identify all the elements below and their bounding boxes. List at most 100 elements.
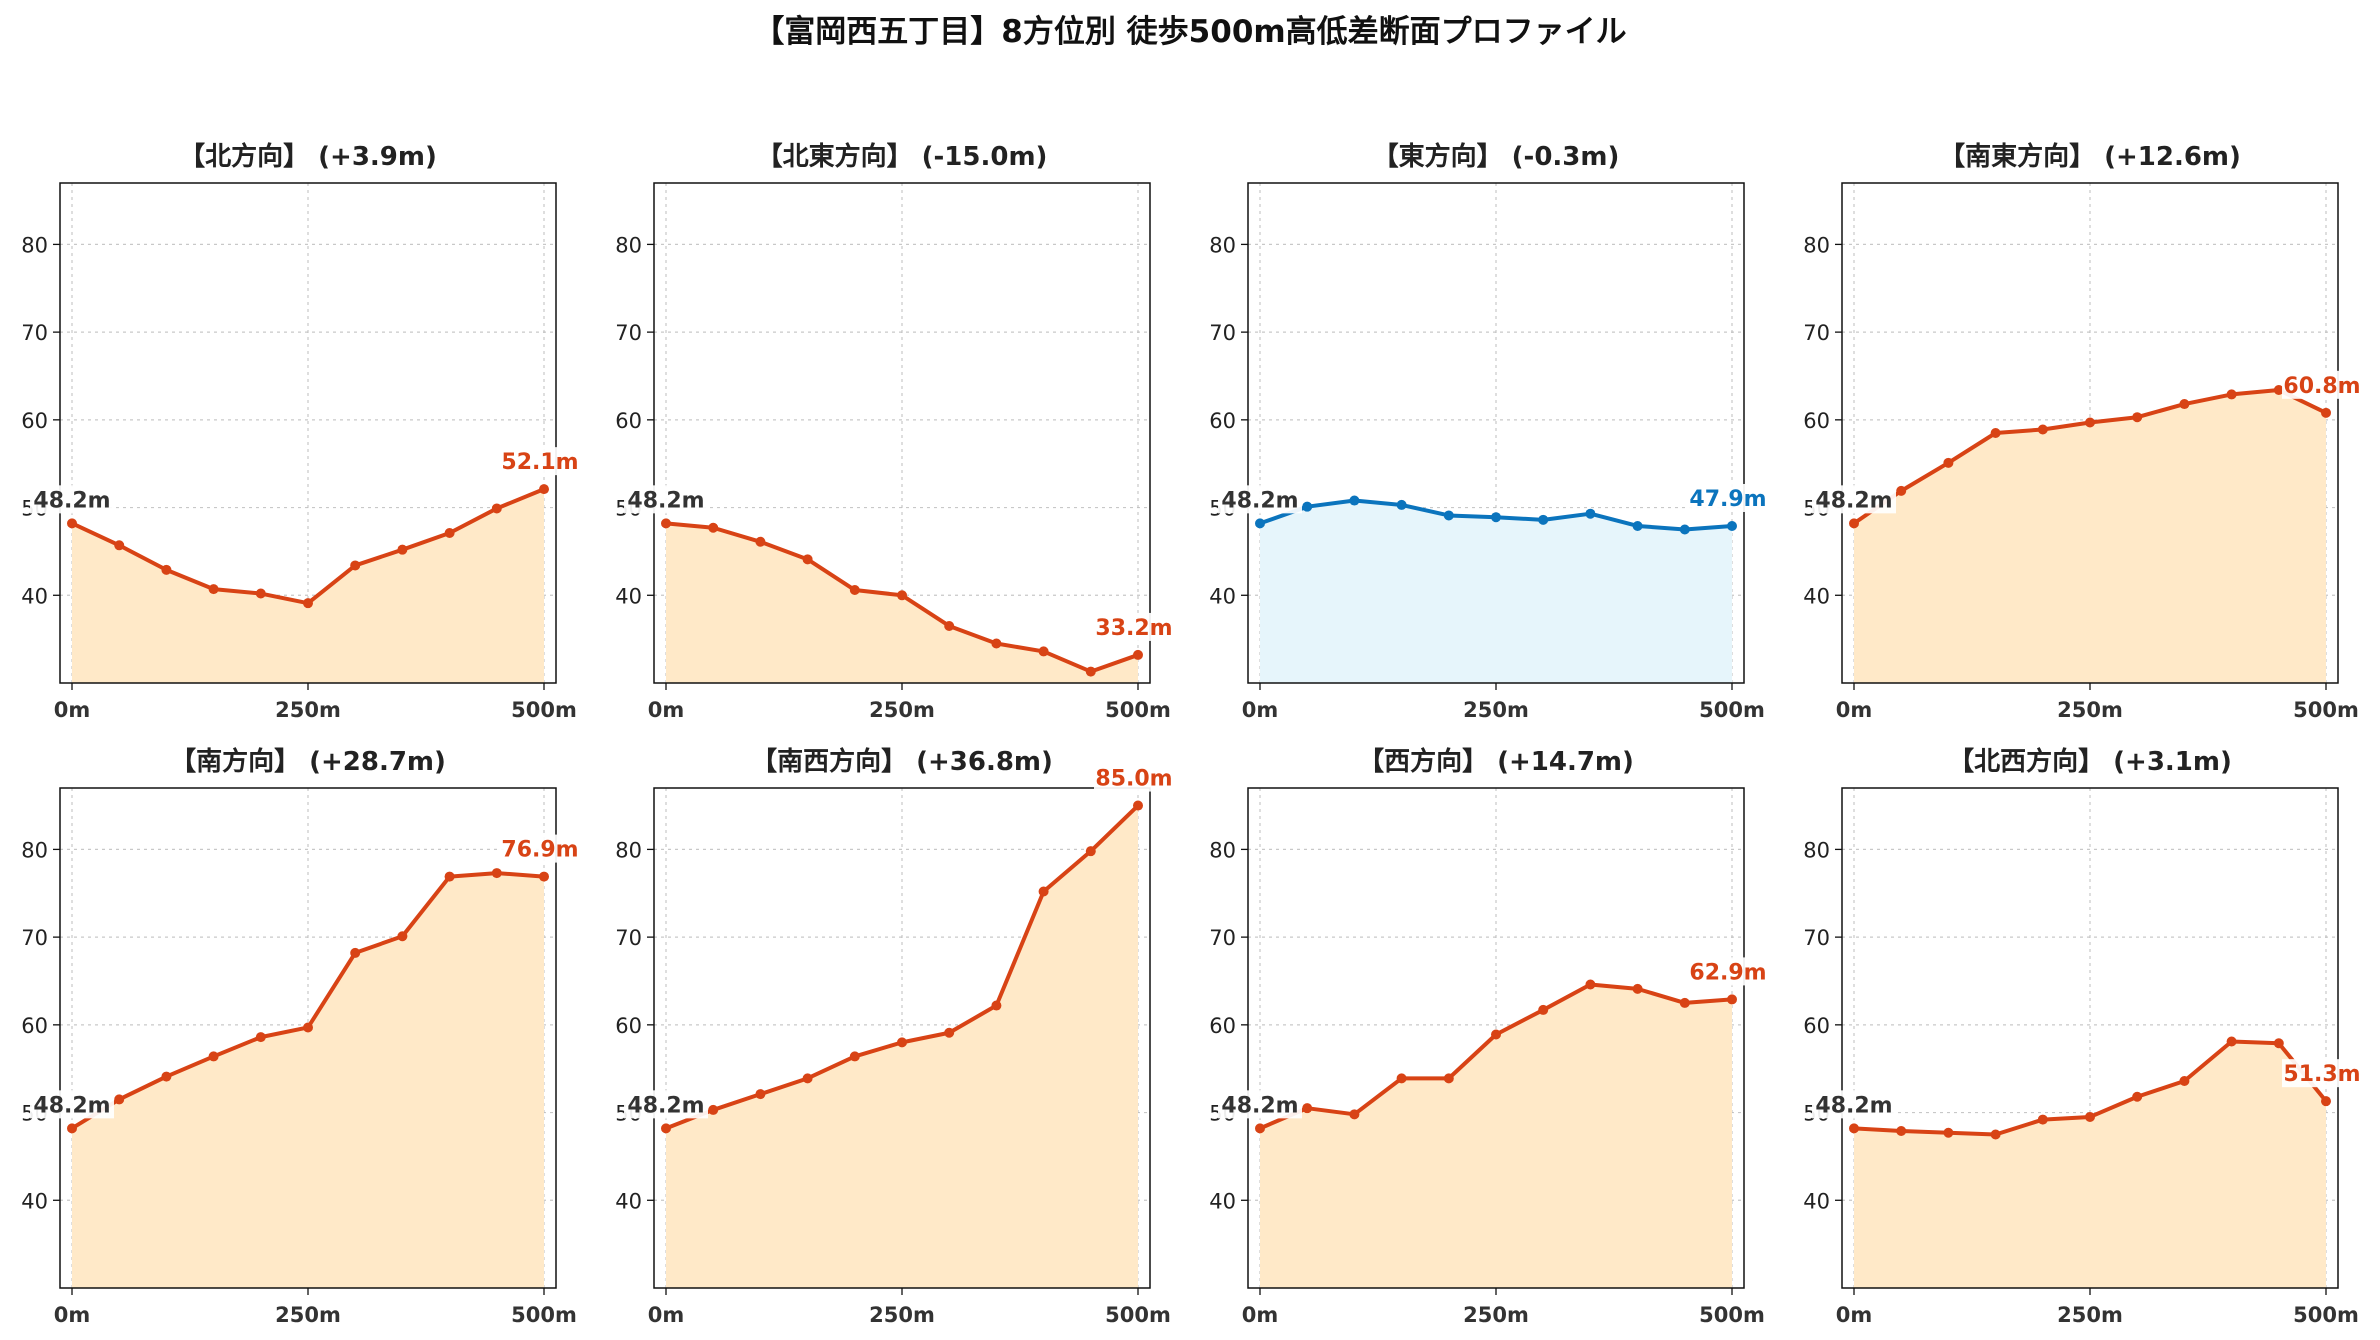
data-point <box>1727 994 1737 1005</box>
end-label-bg <box>1688 483 1768 512</box>
data-point <box>303 1022 313 1033</box>
x-tick-label: 500m <box>2293 1303 2359 1327</box>
y-tick-label: 40 <box>615 584 642 608</box>
y-tick-label: 80 <box>21 233 48 257</box>
data-point <box>2179 1075 2190 1086</box>
data-point <box>255 588 266 599</box>
data-point <box>1679 524 1690 535</box>
x-tick-label: 500m <box>1699 1303 1765 1327</box>
data-point <box>2132 1091 2143 1102</box>
start-label: 48.2m <box>1815 1093 1892 1118</box>
data-point <box>2132 412 2143 423</box>
data-point <box>67 1123 77 1134</box>
y-tick-label: 80 <box>1803 838 1830 862</box>
panel-title: 【東方向】 (-0.3m) <box>1373 141 1620 172</box>
x-tick-label: 0m <box>54 698 91 722</box>
data-point <box>114 540 125 551</box>
data-point <box>1349 1109 1360 1120</box>
data-point <box>539 484 549 495</box>
data-point <box>802 554 813 565</box>
panel-title: 【南方向】 (+28.7m) <box>170 746 446 777</box>
data-point <box>2226 389 2237 400</box>
data-point <box>1085 846 1096 857</box>
x-tick-label: 500m <box>2293 698 2359 722</box>
start-label-bg <box>1812 485 1896 514</box>
data-point <box>444 528 455 538</box>
data-point <box>2321 1096 2331 1107</box>
data-point <box>1255 518 1265 529</box>
start-label-bg <box>30 485 114 514</box>
x-tick-label: 0m <box>54 1303 91 1327</box>
y-tick-label: 60 <box>615 409 642 433</box>
x-tick-label: 250m <box>1463 1303 1529 1327</box>
chart-panel: 【南西方向】 (+36.8m)40506070800m250m500m48.2m… <box>615 746 1174 1327</box>
data-point <box>991 1000 1002 1011</box>
x-tick-label: 250m <box>2057 1303 2123 1327</box>
area-fill <box>72 489 544 683</box>
data-point <box>1085 666 1096 677</box>
x-tick-label: 0m <box>1242 1303 1279 1327</box>
y-tick-label: 40 <box>21 584 48 608</box>
data-point <box>897 1037 907 1048</box>
data-point <box>849 585 860 596</box>
chart-panels: 【北方向】 (+3.9m)40506070800m250m500m48.2m52… <box>21 141 2362 1327</box>
y-tick-label: 40 <box>615 1189 642 1213</box>
data-point <box>397 544 408 555</box>
data-point <box>849 1051 860 1062</box>
area-fill <box>72 873 544 1288</box>
data-point <box>661 518 671 529</box>
chart-panel: 【北西方向】 (+3.1m)40506070800m250m500m48.2m5… <box>1803 746 2362 1327</box>
data-point <box>1679 997 1690 1008</box>
y-tick-label: 60 <box>1209 1014 1236 1038</box>
data-point <box>208 584 219 595</box>
data-point <box>1632 520 1643 531</box>
x-tick-label: 250m <box>1463 698 1529 722</box>
data-point <box>491 868 502 879</box>
x-tick-label: 500m <box>1699 698 1765 722</box>
data-point <box>661 1123 671 1134</box>
y-tick-label: 60 <box>1209 409 1236 433</box>
end-label-bg <box>2282 1059 2362 1088</box>
data-point <box>1538 514 1549 525</box>
data-point <box>67 518 77 529</box>
y-tick-label: 80 <box>1209 233 1236 257</box>
data-point <box>1396 499 1407 510</box>
panel-title: 【北東方向】 (-15.0m) <box>757 141 1048 172</box>
data-point <box>1038 886 1049 897</box>
data-point <box>350 560 361 571</box>
data-point <box>1896 1125 1907 1136</box>
start-label: 48.2m <box>627 488 704 513</box>
data-point <box>1491 1029 1501 1040</box>
x-tick-label: 500m <box>1105 698 1171 722</box>
area-fill <box>1854 1041 2326 1288</box>
area-fill <box>1260 500 1732 683</box>
x-tick-label: 250m <box>275 698 341 722</box>
y-tick-label: 60 <box>21 409 48 433</box>
start-label-bg <box>30 1090 114 1119</box>
end-label-bg <box>2282 370 2362 399</box>
chart-panel: 【南東方向】 (+12.6m)40506070800m250m500m48.2m… <box>1803 141 2362 722</box>
y-tick-label: 60 <box>1803 1014 1830 1038</box>
x-tick-label: 250m <box>869 1303 935 1327</box>
data-point <box>1396 1073 1407 1084</box>
y-tick-label: 70 <box>1209 321 1236 345</box>
end-label-bg <box>500 834 580 863</box>
area-fill <box>1260 984 1732 1288</box>
data-point <box>1491 512 1501 523</box>
x-tick-label: 500m <box>511 1303 577 1327</box>
data-point <box>1990 1129 2001 1140</box>
y-tick-label: 40 <box>1803 584 1830 608</box>
data-point <box>491 503 502 514</box>
start-label: 48.2m <box>1815 488 1892 513</box>
y-tick-label: 60 <box>21 1014 48 1038</box>
y-tick-label: 70 <box>21 321 48 345</box>
data-point <box>208 1051 219 1062</box>
y-tick-label: 80 <box>1209 838 1236 862</box>
data-point <box>708 522 719 533</box>
data-point <box>755 1089 766 1100</box>
data-point <box>1585 979 1596 990</box>
data-point <box>2321 407 2331 418</box>
panel-title: 【西方向】 (+14.7m) <box>1358 746 1634 777</box>
y-tick-label: 80 <box>615 838 642 862</box>
y-tick-label: 70 <box>21 926 48 950</box>
